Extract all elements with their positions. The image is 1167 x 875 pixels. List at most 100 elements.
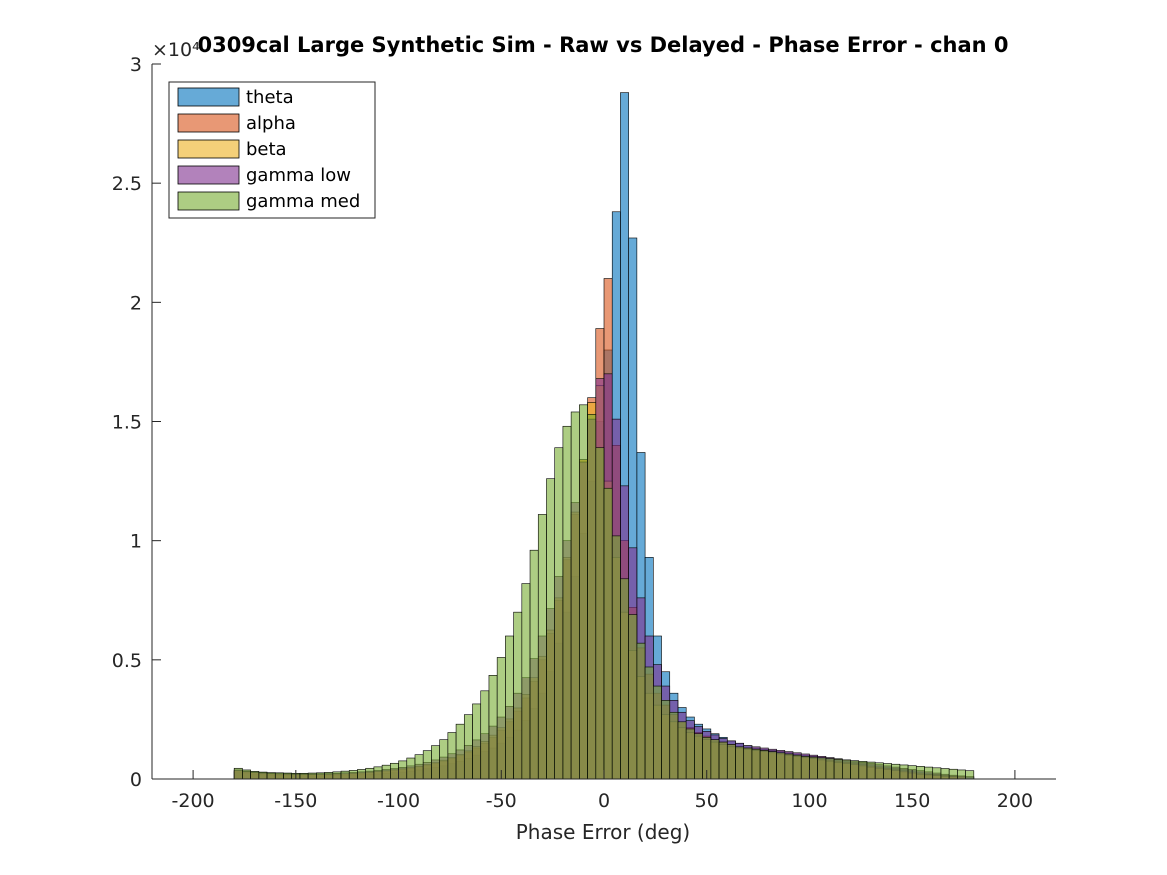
legend-swatch [177,165,240,185]
bar [570,411,580,780]
y-tick-label: 1 [130,531,142,553]
bar [784,753,794,780]
legend-swatch [177,113,240,133]
bar [414,754,424,780]
bar [915,766,925,780]
bar [628,614,638,780]
legend-entry: theta [246,87,294,108]
bar [800,756,810,780]
bar [850,760,860,780]
bar [579,404,588,780]
bar [398,760,408,780]
bar [480,690,490,780]
bar [924,766,934,780]
x-tick-label: -100 [377,790,420,812]
legend-entry: alpha [246,113,296,134]
y-tick-label: 1.5 [112,412,142,434]
bar [307,772,317,780]
bar [299,772,309,780]
y-axis-ticks: 0 0.5 1 1.5 2 2.5 3 [112,54,161,791]
legend-swatch [177,139,240,159]
bar [768,751,777,780]
bar [496,657,506,780]
bar [406,757,416,780]
legend-entry: beta [246,139,287,160]
legend-swatch [177,87,240,107]
bar [348,770,358,780]
y-tick-label: 0.5 [112,650,142,672]
bar [513,611,523,780]
bar [718,741,728,780]
bar [595,447,605,780]
bar [447,732,457,780]
x-tick-label: -50 [486,790,517,812]
bar [685,728,695,780]
x-axis-ticks: -200 -150 -100 -50 0 50 100 150 200 [172,770,1033,812]
bar [710,739,720,780]
x-tick-label: 50 [695,790,719,812]
bar [751,748,761,780]
histogram-bars [233,92,975,780]
x-tick-label: 0 [598,790,610,812]
bar [726,744,736,780]
bar [620,578,629,780]
bar [274,772,284,780]
bar [817,757,827,780]
bar [554,447,564,780]
bar [833,758,843,780]
bar [940,768,950,780]
bar [258,771,268,780]
x-tick-label: 100 [791,790,827,812]
bar [455,723,465,780]
bar [390,762,399,780]
bar [636,642,646,780]
y-tick-label: 3 [130,54,142,76]
bar [381,764,391,780]
x-tick-label: -150 [274,790,317,812]
bar [340,770,350,780]
bar [472,703,482,780]
legend-swatch [177,191,240,211]
bar [776,752,786,780]
series-gamma-med [233,404,975,780]
chart-title: 0309cal Large Synthetic Sim - Raw vs Del… [197,33,1008,57]
bar [521,583,531,780]
bar [644,666,654,780]
y-exponent-label: ×10⁴ [152,39,200,61]
bar [899,764,909,780]
bar [431,745,440,780]
y-tick-label: 0 [130,769,142,791]
bar [891,763,901,780]
bar [266,772,276,780]
bar [537,514,547,780]
bar [792,754,802,780]
bar [842,759,851,780]
bar [546,478,555,780]
bar [562,425,572,780]
bar [948,768,958,780]
bar [932,767,942,780]
y-tick-label: 2 [130,292,142,314]
x-tick-label: 200 [997,790,1033,812]
bar [735,746,745,780]
legend-entry: gamma low [246,165,351,186]
bar [233,767,243,780]
x-axis-label: Phase Error (deg) [516,820,690,844]
bar [603,487,613,780]
bar [965,770,975,780]
bar [661,700,671,780]
bar [316,772,325,780]
bar [677,721,687,780]
legend: theta alpha beta gamma low gamma med [168,81,376,219]
bar [488,675,498,780]
bar [324,772,334,780]
bar [373,766,383,780]
bar [439,739,449,780]
bar [505,635,514,780]
bar [743,747,753,780]
y-tick-label: 2.5 [112,173,142,195]
bar [463,714,473,780]
bar [883,763,892,780]
bar [759,750,769,780]
legend-entry: gamma med [246,191,360,212]
